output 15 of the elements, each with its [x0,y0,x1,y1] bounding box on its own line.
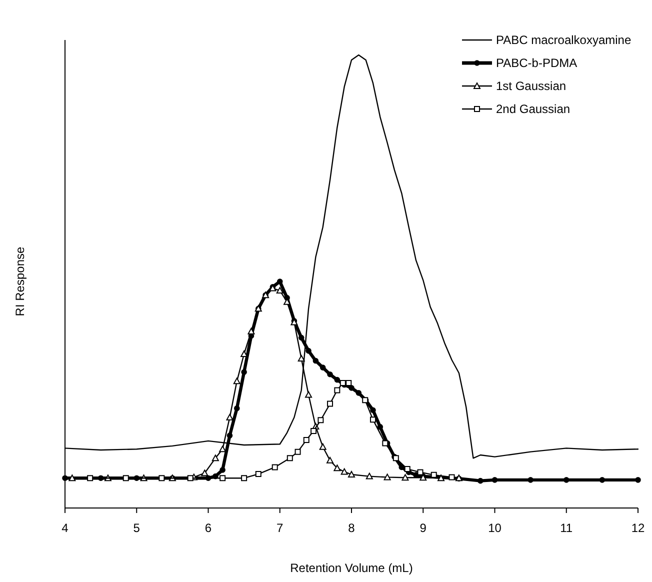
x-tick-label: 7 [276,521,284,535]
legend-label: 1st Gaussian [496,79,566,93]
x-axis-title: Retention Volume (mL) [290,561,413,575]
x-tick-label: 9 [420,521,427,535]
x-tick-label: 10 [488,521,502,535]
x-tick-label: 5 [133,521,140,535]
x-tick-label: 6 [204,521,212,535]
x-tick-label: 11 [560,521,573,535]
x-tick-label: 4 [62,521,69,535]
x-tick-label: 8 [348,521,356,535]
x-tick-label: 12 [631,521,645,535]
legend-label: 2nd Gaussian [496,102,570,116]
y-axis-title: RI Response [13,246,27,316]
legend-label: PABC macroalkoxyamine [496,33,632,47]
legend-label: PABC-b-PDMA [496,56,578,70]
